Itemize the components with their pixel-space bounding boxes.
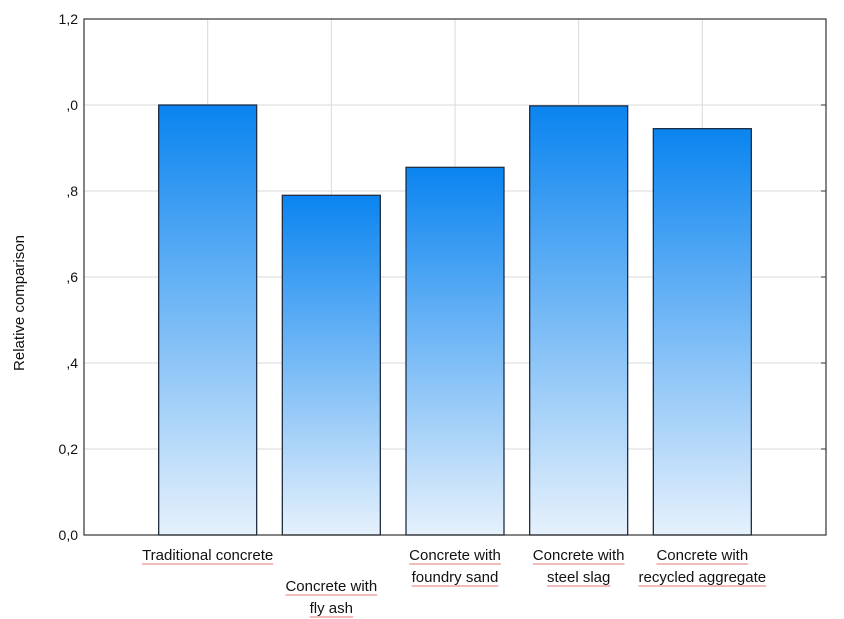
y-tick-label: 0,0 bbox=[59, 527, 79, 543]
y-tick-label: 1,2 bbox=[59, 11, 79, 27]
bars bbox=[158, 104, 752, 536]
y-tick-label: ,8 bbox=[66, 183, 78, 199]
y-axis-label: Relative comparison bbox=[11, 235, 28, 371]
plot-frame bbox=[83, 18, 827, 536]
y-tick-labels: 0,0 0,2 ,4 ,6 ,8 ,0 1,2 bbox=[59, 11, 79, 543]
bar bbox=[158, 104, 258, 536]
y-tick-label: ,0 bbox=[66, 97, 78, 113]
x-category-label: Concrete with bbox=[533, 547, 625, 564]
x-category-label: steel slag bbox=[547, 569, 610, 586]
x-category-labels: Traditional concrete Concrete with fly ash… bbox=[142, 547, 767, 618]
x-category-label: Concrete with bbox=[285, 578, 377, 595]
x-category-label: recycled aggregate bbox=[639, 569, 767, 586]
y-tick-label: ,4 bbox=[66, 355, 78, 371]
bar bbox=[529, 105, 629, 536]
bar bbox=[405, 166, 505, 536]
bar bbox=[652, 127, 752, 536]
x-category-label: fly ash bbox=[310, 600, 353, 617]
x-category-label: Concrete with bbox=[656, 547, 748, 564]
x-category-label: Concrete with bbox=[409, 547, 501, 564]
y-tick-label: 0,2 bbox=[59, 441, 79, 457]
y-tick-label: ,6 bbox=[66, 269, 78, 285]
bar bbox=[281, 194, 381, 536]
x-category-label: Traditional concrete bbox=[142, 547, 273, 564]
x-category-label: foundry sand bbox=[412, 569, 499, 586]
